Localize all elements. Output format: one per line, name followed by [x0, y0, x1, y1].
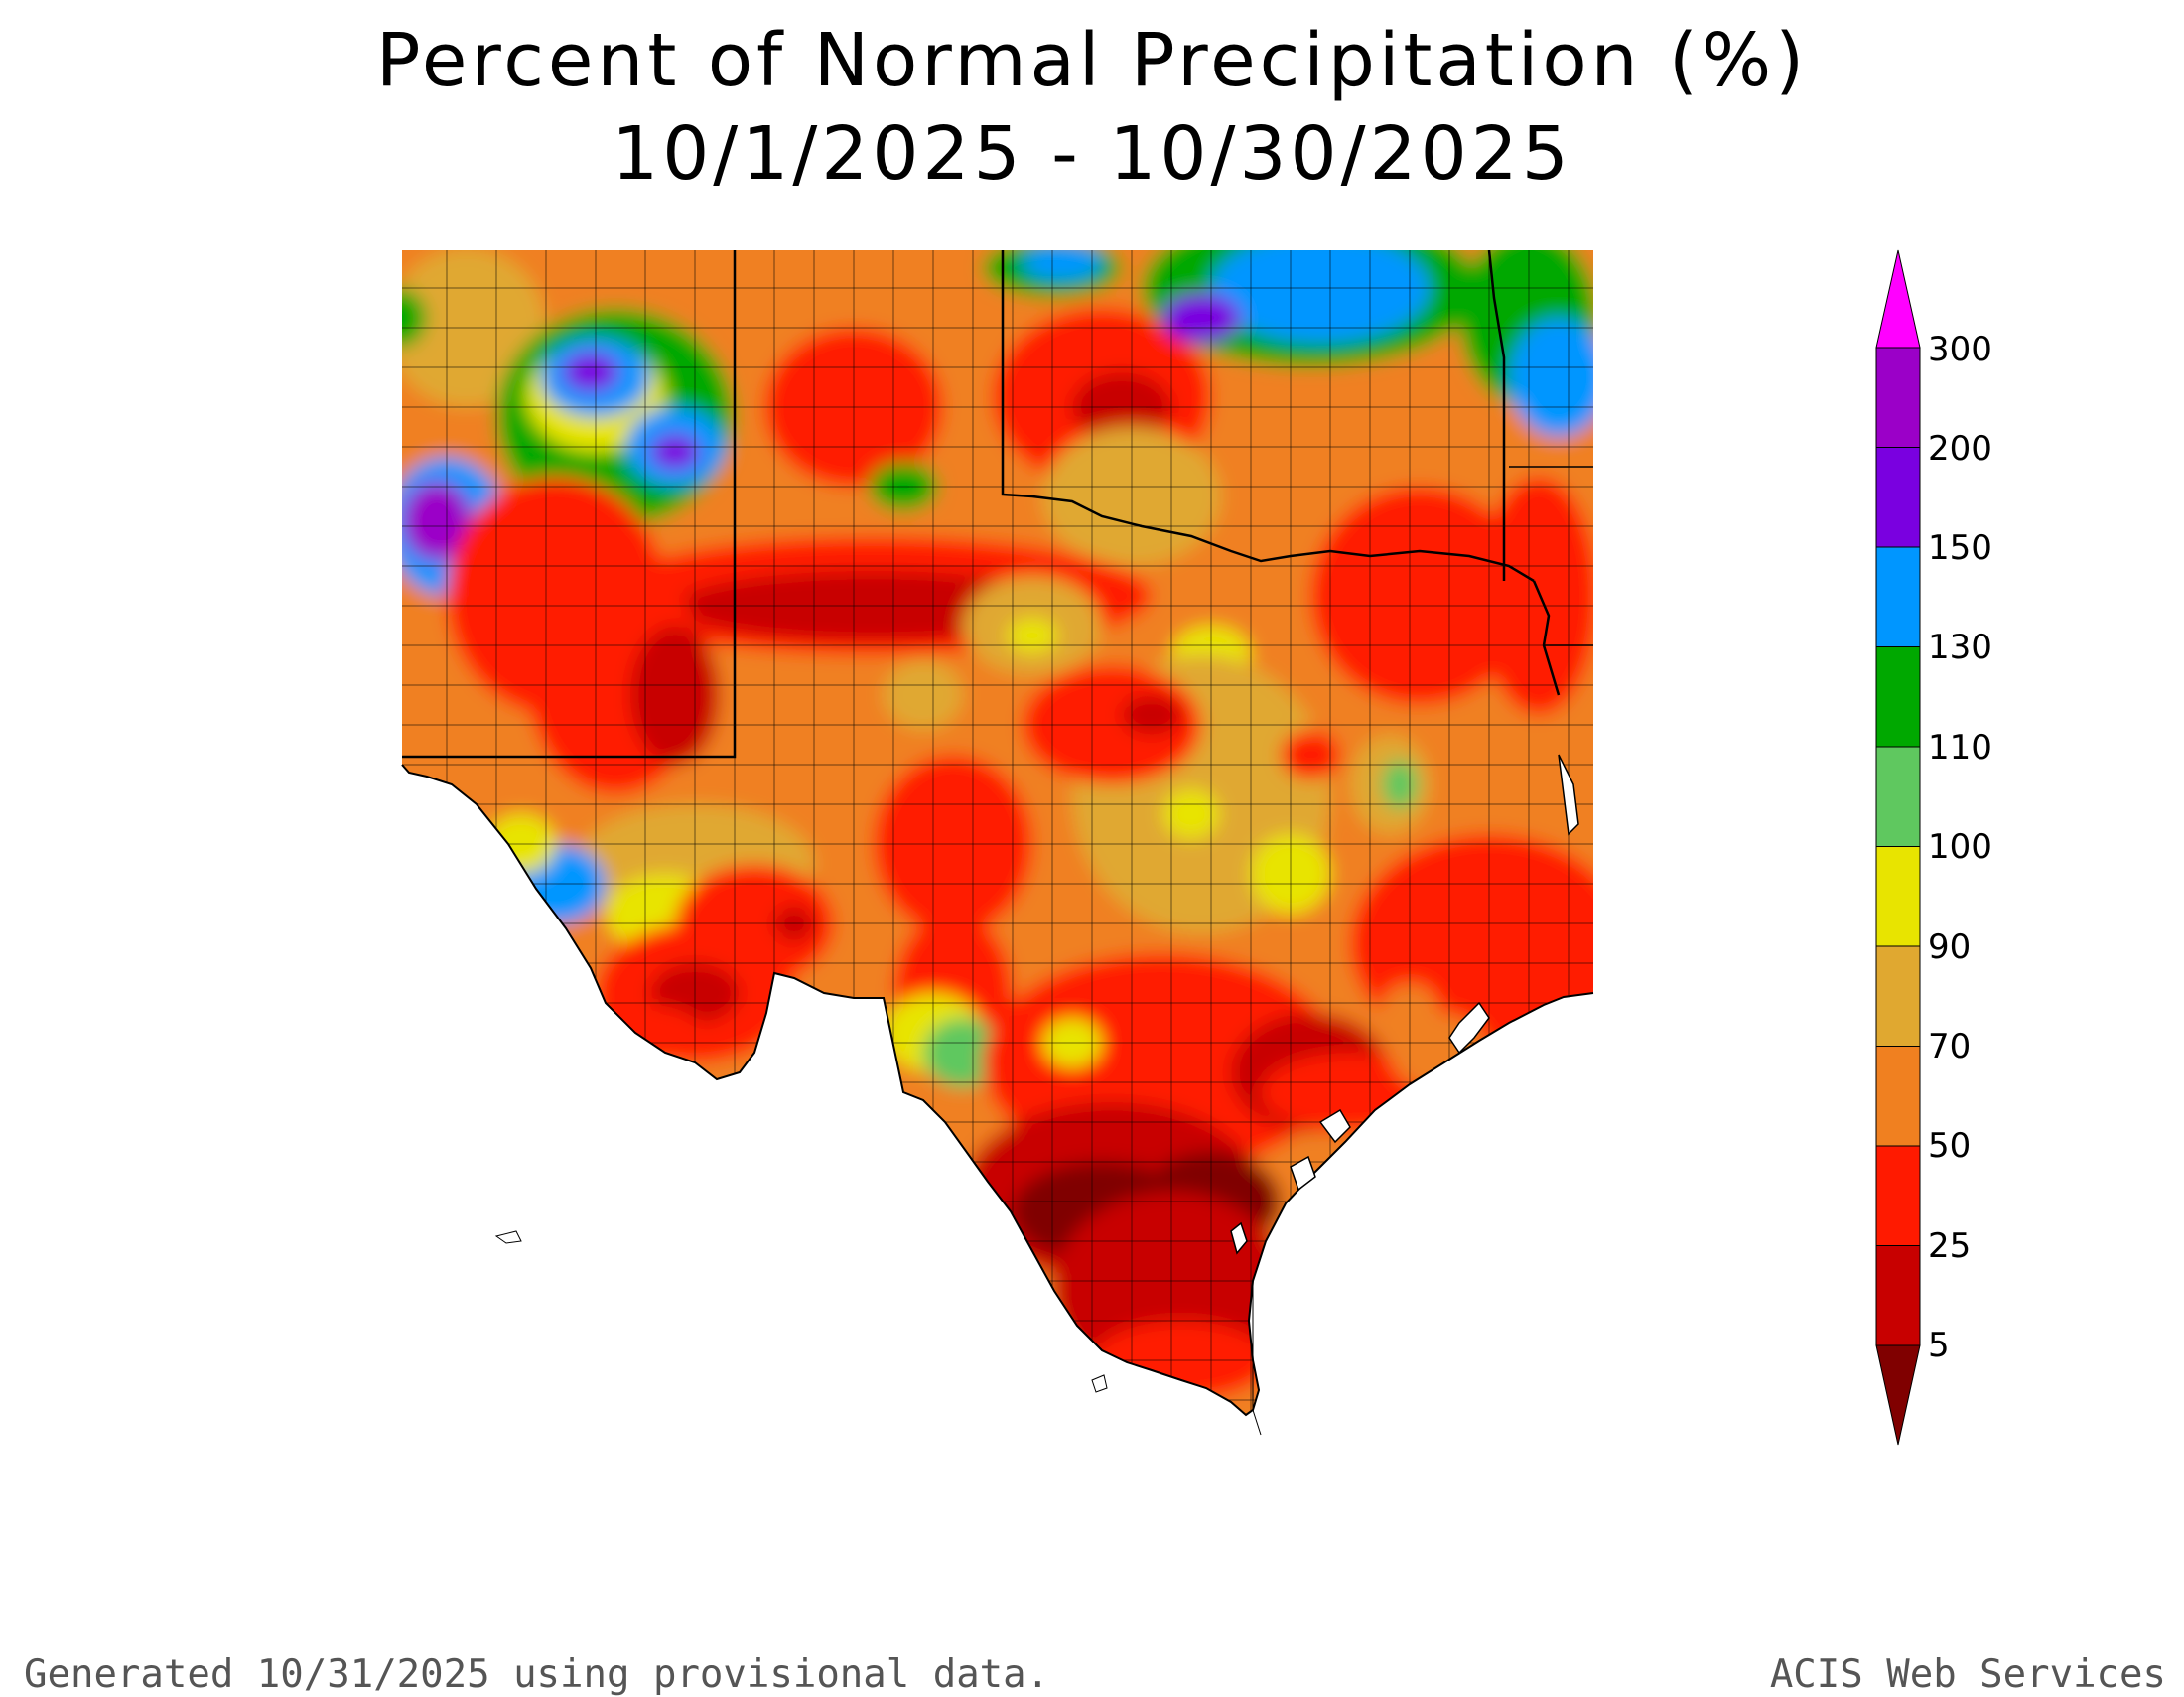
- legend-swatch: [1875, 846, 1921, 947]
- legend-label-5: 5: [1928, 1326, 1950, 1365]
- legend-arrow-top: [1875, 249, 1921, 349]
- legend-label-300: 300: [1928, 330, 1992, 369]
- legend-swatch: [1875, 1046, 1921, 1147]
- legend-label-200: 200: [1928, 429, 1992, 469]
- legend-label-90: 90: [1928, 927, 1972, 967]
- legend-swatch: [1875, 447, 1921, 548]
- legend-swatch: [1875, 646, 1921, 748]
- legend-swatch: [1875, 347, 1921, 448]
- legend-swatch: [1875, 746, 1921, 847]
- legend-label-150: 150: [1928, 528, 1992, 568]
- legend-swatch: [1875, 945, 1921, 1047]
- legend-label-110: 110: [1928, 728, 1992, 768]
- map-title: Percent of Normal Precipitation (%): [375, 18, 1809, 103]
- legend-label-130: 130: [1928, 628, 1992, 667]
- source-credit: ACIS Web Services: [1769, 1652, 2166, 1697]
- legend-swatch: [1875, 546, 1921, 647]
- map-date-range: 10/1/2025 - 10/30/2025: [612, 111, 1572, 197]
- legend-label-70: 70: [1928, 1027, 1972, 1066]
- legend-label-50: 50: [1928, 1126, 1972, 1166]
- legend-swatch: [1875, 1245, 1921, 1346]
- legend-label-25: 25: [1928, 1226, 1972, 1266]
- generated-note: Generated 10/31/2025 using provisional d…: [24, 1652, 1050, 1697]
- legend-label-100: 100: [1928, 827, 1992, 867]
- legend-swatch: [1875, 1145, 1921, 1246]
- legend-arrow-bottom: [1875, 1344, 1921, 1446]
